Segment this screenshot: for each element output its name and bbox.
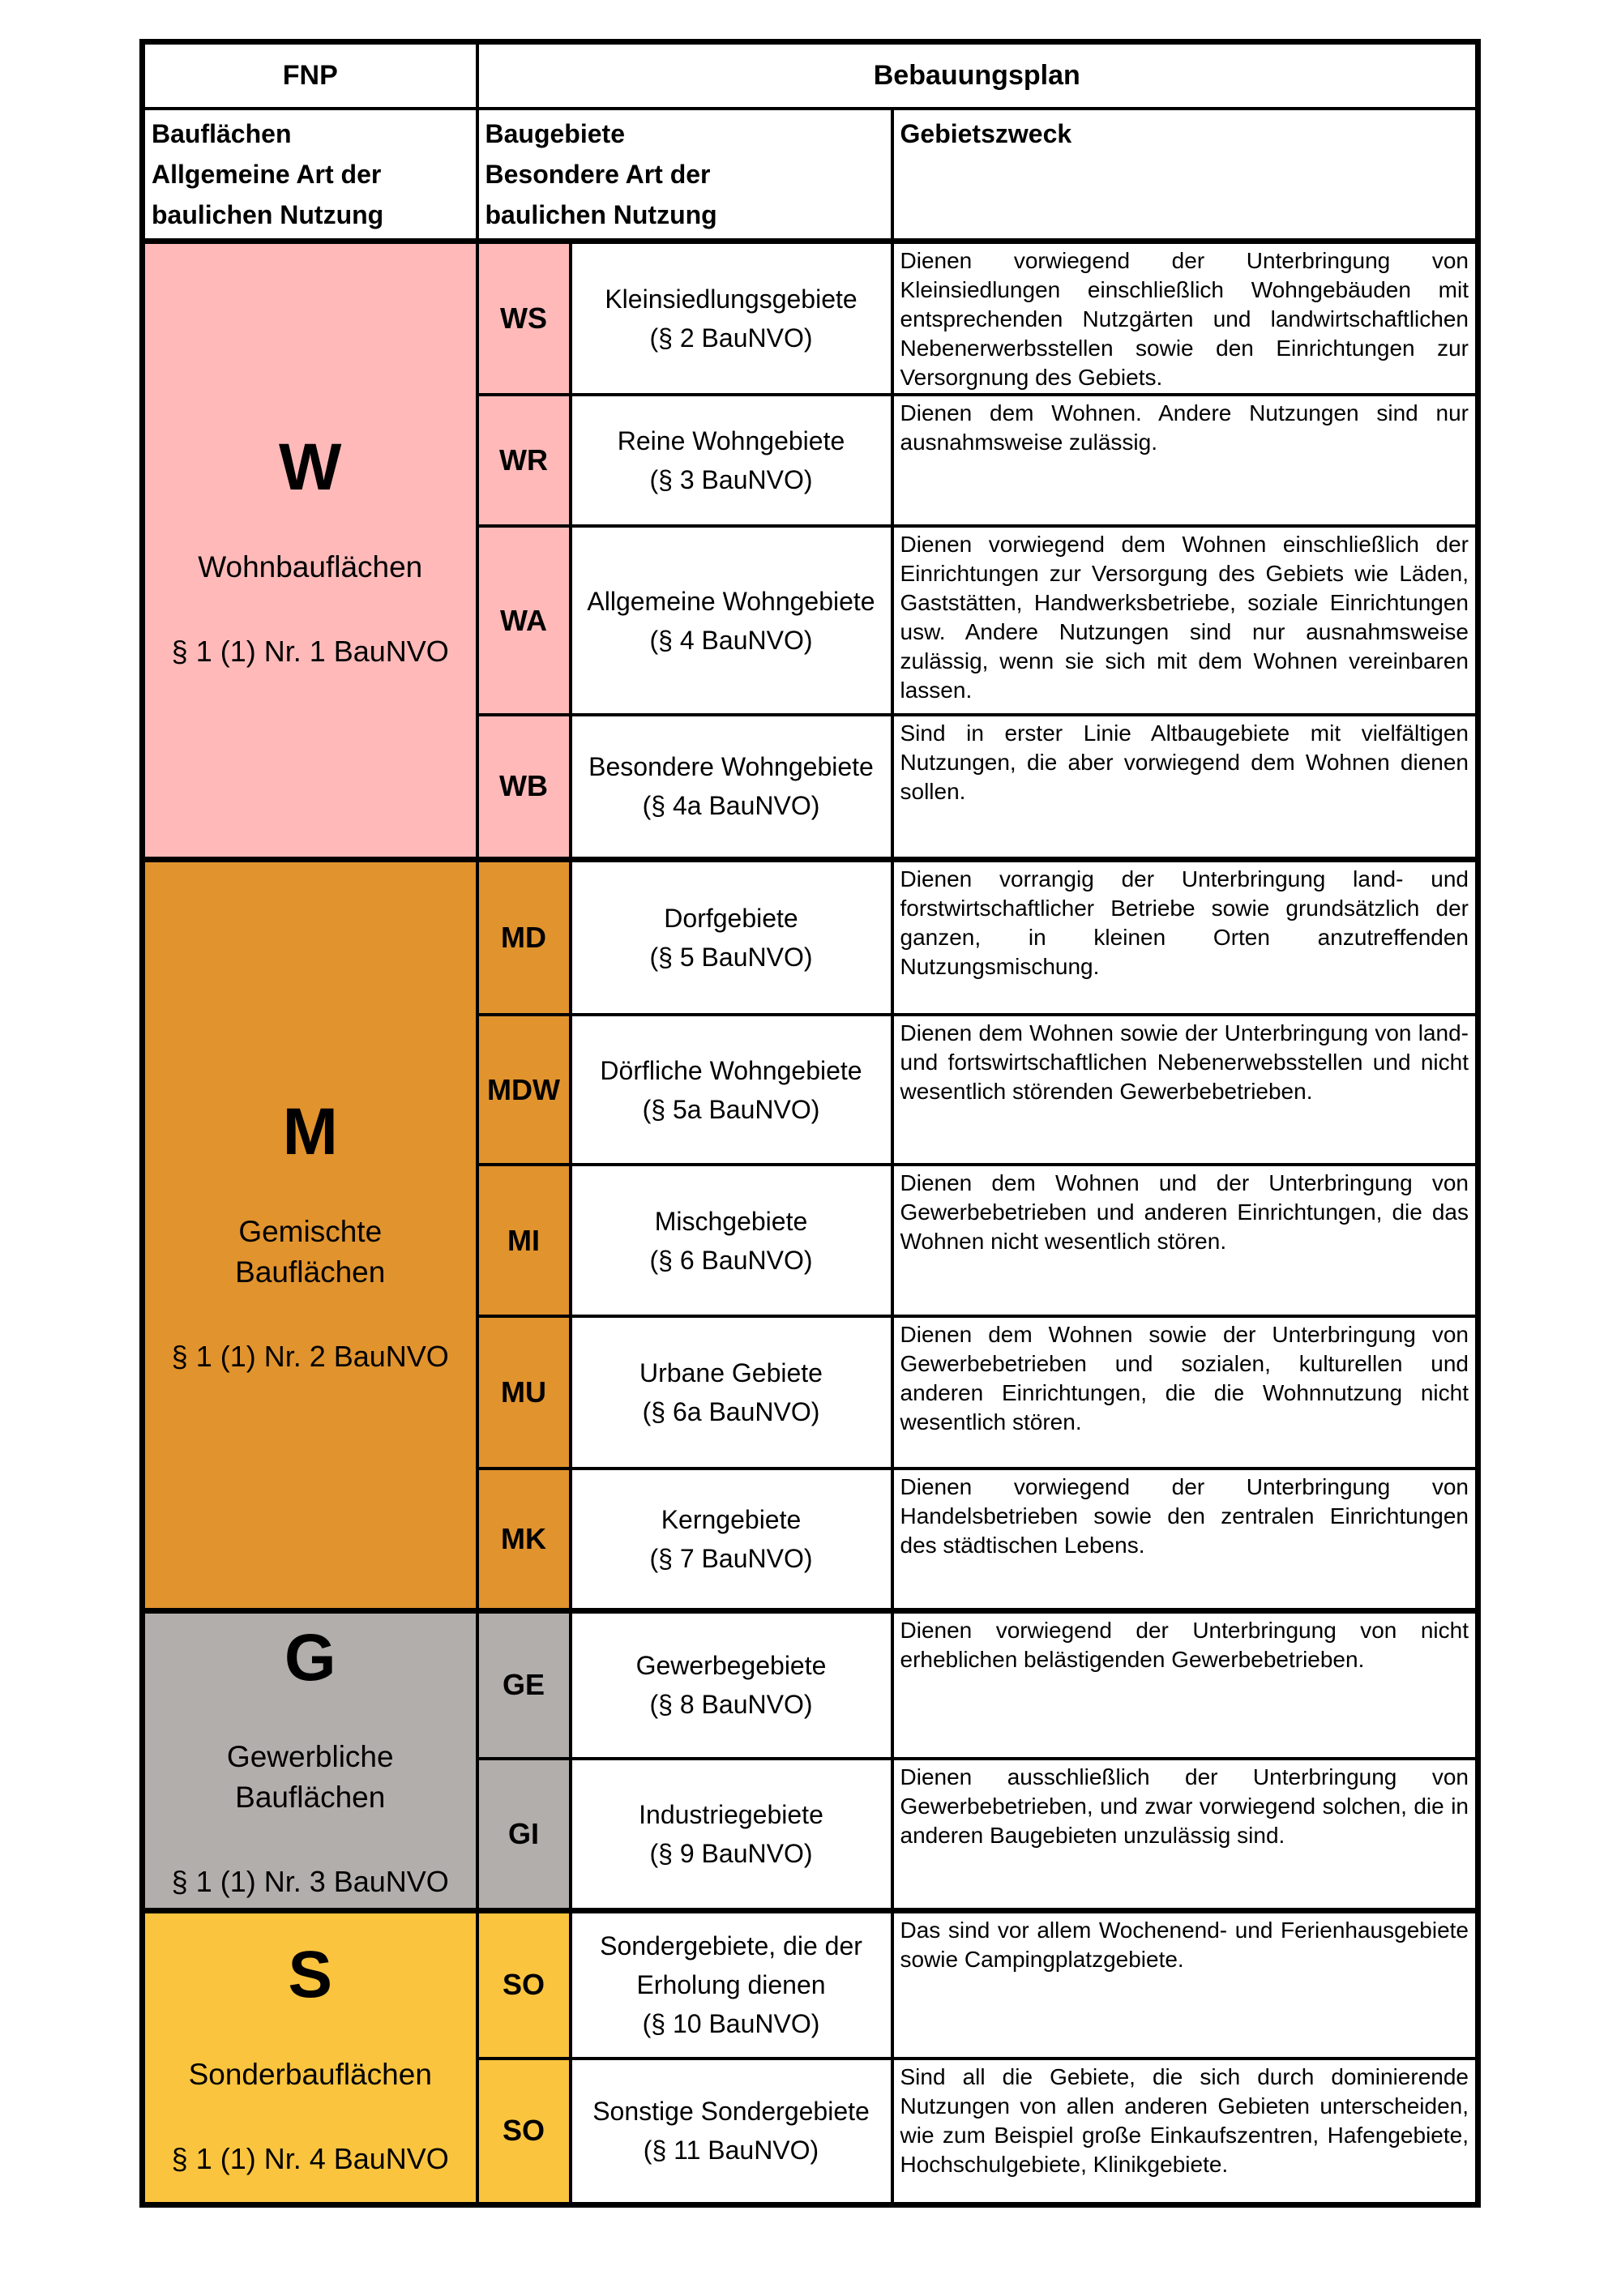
header-fnp: FNP [140,40,479,110]
group-cell-gemischte-bauflaechen: M Gemischte Bauflächen § 1 (1) Nr. 2 Bau… [140,856,479,1612]
zweck-cell-wb: Sind in erster Linie Altbaugebiete mit v… [890,713,1480,861]
zweck-cell-so-erholung: Das sind vor allem Wochenend- und Ferien… [890,1907,1480,2060]
table-row: S Sonderbauflächen § 1 (1) Nr. 4 BauNVO … [140,1907,1480,2206]
zweck-cell-ge: Dienen vorwiegend der Unterbringung von … [890,1607,1480,1760]
table-row: MDW Dörfliche Wohngebiete (§ 5a BauNVO) … [143,1013,1480,1166]
code-cell-so-erholung: SO [475,1907,572,2060]
group-cell-wohnbauflaechen: W Wohnbauflächen § 1 (1) Nr. 1 BauNVO [140,237,479,861]
header-bebauungsplan: Bebauungsplan [475,40,1480,110]
code-cell-md: MD [475,856,572,1016]
zweck-cell-md: Dienen vorrangig der Unterbringung land-… [890,856,1480,1016]
table-row: WA Allgemeine Wohngebiete (§ 4 BauNVO) D… [143,524,1480,716]
table-row: SO Sonstige Sondergebiete (§ 11 BauNVO) … [143,2057,1480,2206]
code-cell-mdw: MDW [475,1013,572,1166]
name-cell-wb: Besondere Wohngebiete (§ 4a BauNVO) [568,713,894,861]
name-cell-wa: Allgemeine Wohngebiete (§ 4 BauNVO) [568,524,894,716]
group-letter-w: W [279,430,342,505]
code-cell-mu: MU [475,1315,572,1470]
code-cell-mi: MI [475,1163,572,1318]
table-row: MK Kerngebiete (§ 7 BauNVO) Dienen vorwi… [143,1467,1480,1612]
zweck-cell-mk: Dienen vorwiegend der Unterbringung von … [890,1467,1480,1612]
table-row: MU Urbane Gebiete (§ 6a BauNVO) Dienen d… [143,1315,1480,1470]
group-letter-g: G [284,1620,336,1695]
group-letter-m: M [282,1095,338,1169]
group-law-reference: § 1 (1) Nr. 4 BauNVO [171,2141,449,2175]
group-cell-sonderbauflaechen: S Sonderbauflächen § 1 (1) Nr. 4 BauNVO [140,1907,479,2206]
name-cell-mu: Urbane Gebiete (§ 6a BauNVO) [568,1315,894,1470]
column-header-gebietszweck: Gebietszweck [890,106,1480,242]
table-row: W Wohnbauflächen § 1 (1) Nr. 1 BauNVO WS… [140,237,1480,861]
group-name: Sonderbauflächen [188,2057,432,2091]
name-cell-mi: Mischgebiete (§ 6 BauNVO) [568,1163,894,1318]
name-cell-md: Dorfgebiete (§ 5 BauNVO) [568,856,894,1016]
zweck-cell-mi: Dienen dem Wohnen und der Unterbringung … [890,1163,1480,1318]
group-cell-gewerbliche-bauflaechen: G Gewerbliche Bauflächen § 1 (1) Nr. 3 B… [140,1607,479,1912]
table-row: WR Reine Wohngebiete (§ 3 BauNVO) Dienen… [143,393,1480,528]
zweck-cell-so-sonstige: Sind all die Gebiete, die sich durch dom… [890,2057,1480,2206]
name-cell-wr: Reine Wohngebiete (§ 3 BauNVO) [568,393,894,528]
name-cell-ge: Gewerbegebiete (§ 8 BauNVO) [568,1607,894,1760]
code-cell-gi: GI [475,1757,572,1912]
group-name: Wohnbauflächen [198,549,423,584]
group-law-reference: § 1 (1) Nr. 3 BauNVO [171,1865,449,1899]
table-row: G Gewerbliche Bauflächen § 1 (1) Nr. 3 B… [140,1607,1480,1912]
zweck-cell-mdw: Dienen dem Wohnen sowie der Unterbringun… [890,1013,1480,1166]
code-cell-ge: GE [475,1607,572,1760]
code-cell-mk: MK [475,1467,572,1612]
group-name: Gemischte Bauflächen [235,1214,386,1289]
group-law-reference: § 1 (1) Nr. 2 BauNVO [171,1339,449,1373]
name-cell-mk: Kerngebiete (§ 7 BauNVO) [568,1467,894,1612]
name-cell-so-sonstige: Sonstige Sondergebiete (§ 11 BauNVO) [568,2057,894,2206]
zweck-cell-wr: Dienen dem Wohnen. Andere Nutzungen sind… [890,393,1480,528]
table-row: MI Mischgebiete (§ 6 BauNVO) Dienen dem … [143,1163,1480,1318]
table-row: GI Industriegebiete (§ 9 BauNVO) Dienen … [143,1757,1480,1912]
land-use-table: FNP Bebauungsplan Bauflächen Allgemeine … [139,39,1481,2208]
group-name: Gewerbliche Bauflächen [226,1740,394,1815]
zweck-cell-ws: Dienen vorwiegend der Unterbringung von … [890,237,1480,396]
column-header-baugebiete: Baugebiete Besondere Art der baulichen N… [475,106,894,242]
name-cell-gi: Industriegebiete (§ 9 BauNVO) [568,1757,894,1912]
code-cell-ws: WS [475,237,572,396]
zweck-cell-gi: Dienen ausschließlich der Unterbringung … [890,1757,1480,1912]
code-cell-so-sonstige: SO [475,2057,572,2206]
group-letter-s: S [288,1938,333,2012]
table-row: WB Besondere Wohngebiete (§ 4a BauNVO) S… [143,713,1480,861]
zweck-cell-mu: Dienen dem Wohnen sowie der Unterbringun… [890,1315,1480,1470]
code-cell-wr: WR [475,393,572,528]
table-row: Bauflächen Allgemeine Art der baulichen … [140,106,1480,242]
column-header-bauflaechen: Bauflächen Allgemeine Art der baulichen … [140,106,479,242]
name-cell-so-erholung: Sondergebiete, die der Erholung dienen (… [568,1907,894,2060]
group-law-reference: § 1 (1) Nr. 1 BauNVO [171,634,449,668]
code-cell-wa: WA [475,524,572,716]
name-cell-ws: Kleinsiedlungsgebiete (§ 2 BauNVO) [568,237,894,396]
zweck-cell-wa: Dienen vorwiegend dem Wohnen einschließl… [890,524,1480,716]
table-row: FNP Bebauungsplan [140,40,1480,110]
code-cell-wb: WB [475,713,572,861]
name-cell-mdw: Dörfliche Wohngebiete (§ 5a BauNVO) [568,1013,894,1166]
table-row: M Gemischte Bauflächen § 1 (1) Nr. 2 Bau… [140,856,1480,1612]
